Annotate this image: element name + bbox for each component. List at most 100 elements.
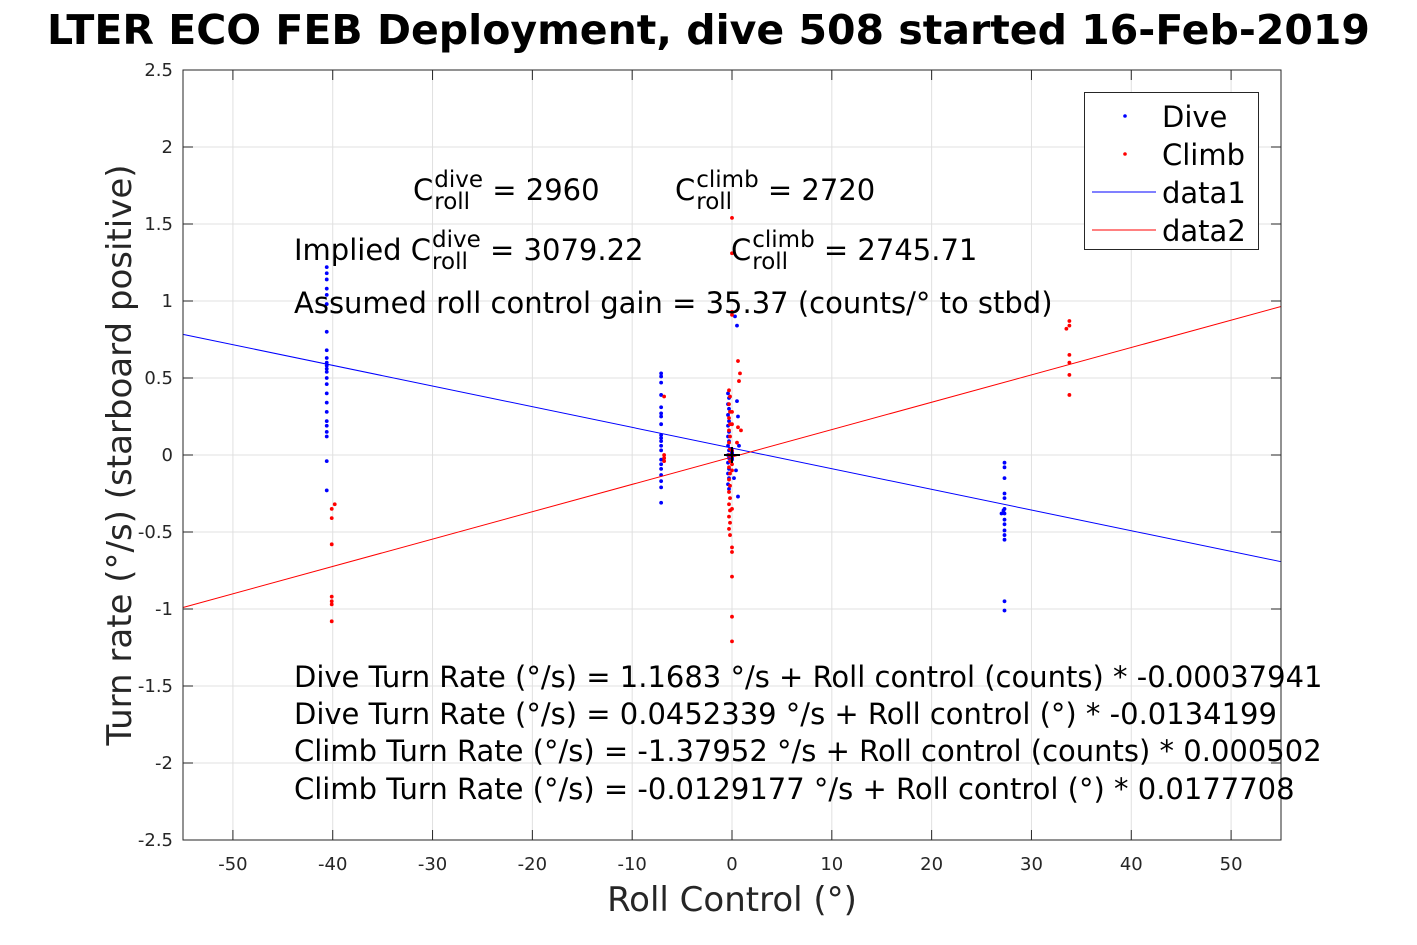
climb-point (662, 394, 667, 399)
climb-point (730, 614, 734, 619)
climb-point (329, 507, 334, 511)
dive-point (324, 277, 329, 282)
dive-point (1002, 533, 1007, 537)
climb-point (329, 619, 334, 624)
climb-point (727, 490, 731, 494)
climb-point (730, 312, 734, 317)
dive-point (324, 348, 329, 353)
dive-point (727, 486, 731, 491)
dive-point (324, 265, 329, 270)
climb-point (662, 456, 667, 460)
climb-point (730, 639, 734, 644)
y-tick-label: -0.5 (138, 522, 173, 543)
dive-point (659, 439, 664, 444)
dive-point (659, 466, 664, 471)
dive-point (324, 391, 329, 396)
y-tick-label: 1 (162, 291, 173, 312)
dive-point (324, 409, 329, 414)
climb-point (738, 371, 742, 376)
climb-point (1067, 323, 1072, 328)
y-tick-label: 0.5 (144, 368, 173, 389)
dive-point (726, 413, 730, 417)
dive-point (1002, 608, 1007, 613)
climb-point (727, 402, 731, 407)
climb-point (739, 428, 743, 433)
dive-point (324, 271, 329, 276)
climb-point (727, 514, 731, 519)
legend-item-dive: Dive (1085, 97, 1260, 135)
x-tick-label: -30 (418, 854, 447, 875)
climb-point (329, 599, 334, 604)
climb-point (662, 459, 667, 464)
climb-point (728, 496, 732, 501)
dive-point (733, 314, 737, 319)
climb-point (332, 502, 337, 507)
dive-point (727, 406, 731, 411)
y-tick-label: -2.5 (138, 830, 173, 851)
y-tick-label: 0 (162, 445, 173, 466)
climb-point (730, 409, 734, 414)
dive-point (659, 422, 664, 427)
x-tick-label: -40 (318, 854, 347, 875)
climb-point (728, 434, 732, 439)
climb-point (1067, 373, 1072, 377)
dive-point (324, 286, 329, 291)
x-tick-label: 0 (726, 854, 737, 875)
dive-point (324, 434, 329, 439)
dive-point (659, 448, 664, 453)
climb-point (730, 462, 734, 467)
dive-point (1002, 522, 1007, 527)
dive-point (727, 419, 731, 424)
dive-point (659, 485, 664, 490)
ticks: -50 -40 -30 -20 -10 0 10 20 30 40 50-2.5-2-1.5-1-0… (138, 60, 1281, 875)
climb-point (1064, 326, 1069, 331)
climb-point (730, 507, 734, 511)
equation-dive-counts: Dive Turn Rate (°/s) = 1.1683 °/s + Roll… (294, 660, 1323, 694)
dive-point (735, 323, 739, 328)
climb-point (727, 477, 731, 482)
dive-point (324, 376, 329, 380)
dive-point (324, 369, 329, 374)
climb-point (727, 428, 731, 433)
dive-point (659, 380, 664, 385)
y-axis-label: Turn rate (°/s) (starboard positive) (100, 164, 140, 746)
equation-dive-degrees: Dive Turn Rate (°/s) = 0.0452339 °/s + R… (294, 697, 1277, 731)
dive-point (324, 366, 329, 371)
x-tick-label: 40 (1120, 854, 1143, 875)
dive-point (659, 414, 664, 419)
climb-point (1067, 353, 1072, 357)
dive-point (737, 443, 741, 448)
x-axis-label: Roll Control (°) (607, 880, 857, 920)
dive-point (736, 414, 740, 419)
climb-point (730, 545, 734, 550)
climb-point (727, 465, 731, 470)
climb-point (1067, 393, 1072, 397)
climb-point (736, 425, 740, 430)
dive-point (324, 292, 329, 297)
dive-point (324, 382, 329, 387)
dive-point (324, 329, 329, 334)
dive-point (324, 419, 329, 424)
dive-point (324, 423, 329, 428)
equation-climb-counts: Climb Turn Rate (°/s) = -1.37952 °/s + R… (294, 734, 1322, 768)
climb-point (730, 309, 734, 314)
y-tick-label: -2 (155, 753, 173, 774)
dive-point (324, 356, 329, 360)
dive-point (659, 443, 664, 448)
climb-point (728, 483, 732, 488)
climb-point (727, 527, 731, 531)
dive-marker-icon (1123, 114, 1127, 118)
climb-point (737, 379, 741, 383)
x-tick-label: 50 (1220, 854, 1243, 875)
climb-point (1067, 360, 1072, 365)
x-tick-label: -50 (218, 854, 247, 875)
dive-point (1002, 517, 1007, 522)
x-tick-label: 20 (920, 854, 943, 875)
climb-point (730, 215, 734, 220)
legend-item-climb: Climb (1085, 135, 1260, 173)
climb-point (730, 550, 734, 554)
y-tick-label: -1.5 (138, 676, 173, 697)
